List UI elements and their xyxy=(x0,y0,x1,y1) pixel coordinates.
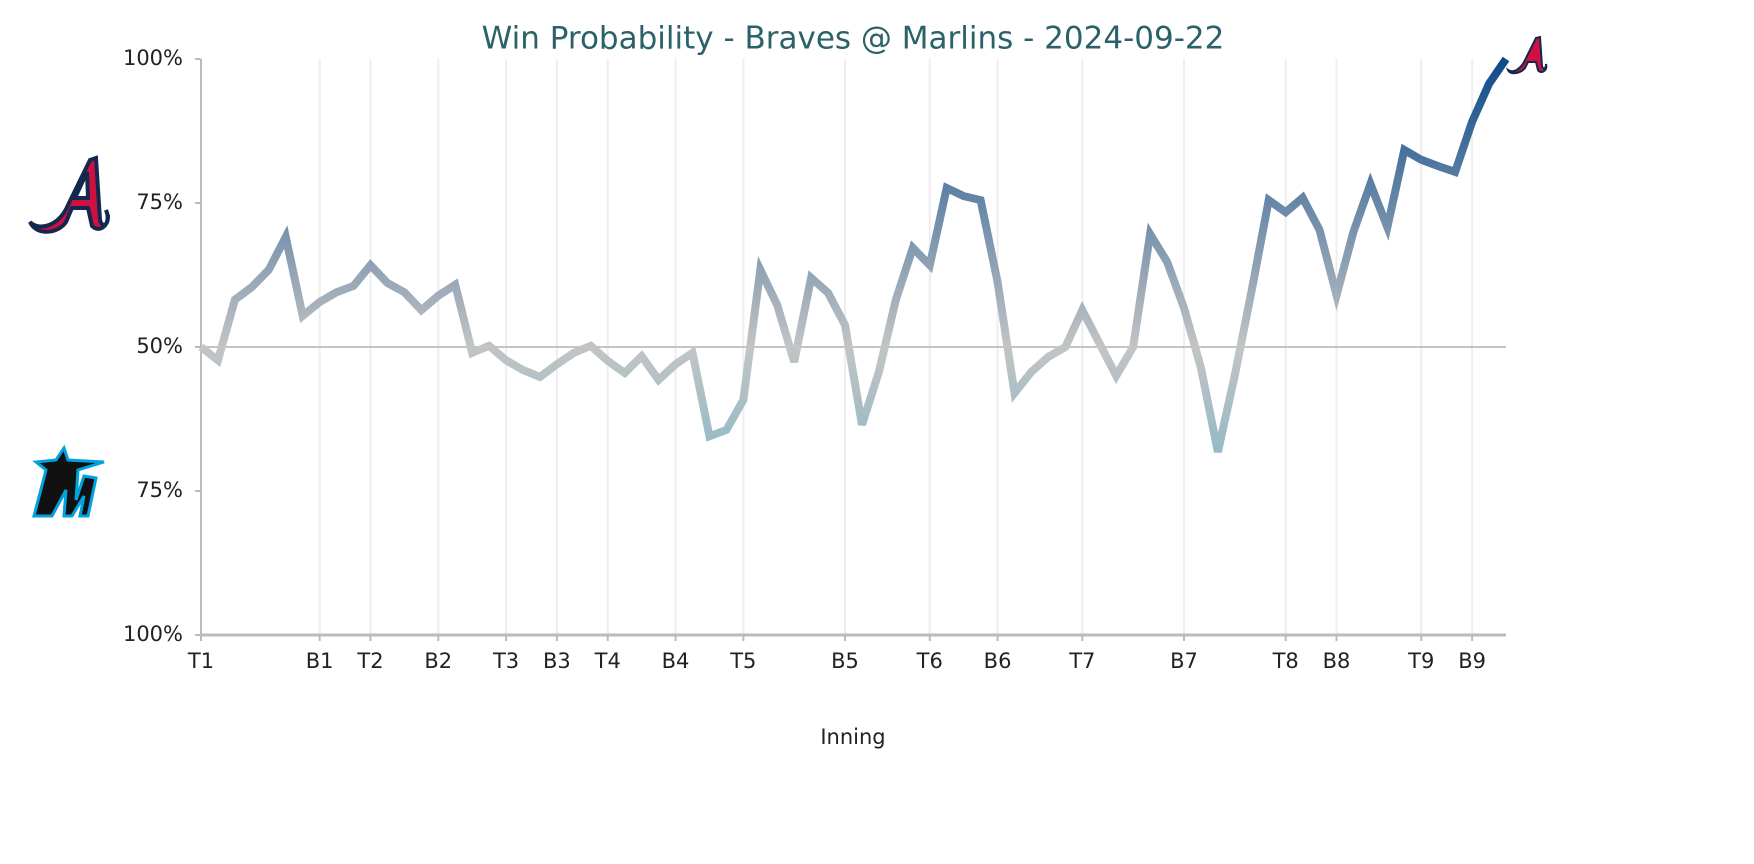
marlins-logo xyxy=(32,444,105,518)
x-axis-label: Inning xyxy=(820,725,885,749)
x-tick-label: T9 xyxy=(1407,649,1434,673)
x-tick-label: T6 xyxy=(916,649,943,673)
x-tick-label: B9 xyxy=(1458,649,1486,673)
braves-logo-small xyxy=(1505,35,1548,75)
x-tick-label: T2 xyxy=(356,649,383,673)
x-tick-label: B8 xyxy=(1323,649,1351,673)
x-tick-label: B3 xyxy=(543,649,571,673)
x-tick-label: T5 xyxy=(729,649,756,673)
x-tick-label: T7 xyxy=(1068,649,1095,673)
y-tick-label: 50% xyxy=(136,334,183,358)
x-tick-label: T1 xyxy=(187,649,214,673)
x-tick-label: B7 xyxy=(1170,649,1198,673)
x-tick-label: B5 xyxy=(831,649,859,673)
win-probability-line xyxy=(198,56,1510,453)
x-tick-label: B4 xyxy=(662,649,690,673)
y-tick-label: 75% xyxy=(136,190,183,214)
y-tick-label: 100% xyxy=(123,622,183,646)
chart-title: Win Probability - Braves @ Marlins - 202… xyxy=(482,21,1225,57)
y-tick-label: 75% xyxy=(136,478,183,502)
x-tick-label: B1 xyxy=(306,649,334,673)
y-tick-label: 100% xyxy=(123,46,183,70)
plot-background: T1 B1 T2 B2 T3 B3 T4 B4 T5 B5 T6 B6 T7 B7 T8 B8 T9 B9 100%… xyxy=(123,46,1510,673)
x-tick-label: T3 xyxy=(492,649,519,673)
x-tick-label: B2 xyxy=(424,649,452,673)
braves-logo xyxy=(28,155,111,234)
x-tick-label: T4 xyxy=(594,649,621,673)
x-tick-label: B6 xyxy=(984,649,1012,673)
x-tick-label: T8 xyxy=(1272,649,1299,673)
